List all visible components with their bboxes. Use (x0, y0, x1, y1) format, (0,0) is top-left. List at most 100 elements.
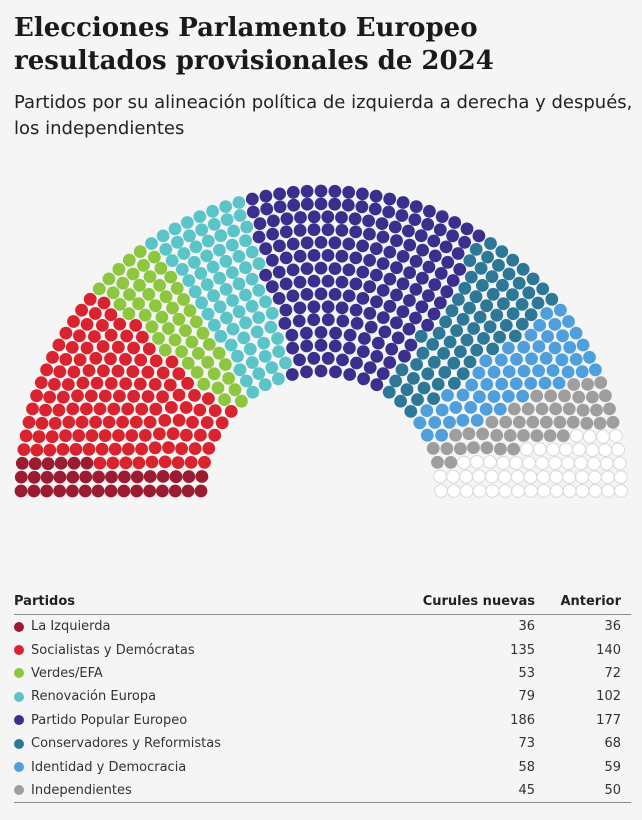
empty-seat (588, 470, 602, 485)
seat-dot (349, 277, 363, 291)
seat-dot (258, 378, 272, 392)
seat-dot (421, 367, 435, 381)
seat-dot (43, 443, 57, 457)
seat-dot (266, 253, 279, 267)
seat-dot (576, 403, 590, 417)
seat-dot (329, 365, 342, 379)
seat-dot (363, 280, 377, 294)
empty-seat (548, 456, 562, 471)
seat-dot (177, 293, 191, 306)
table-row: Identidad y Democracia 58 59 (14, 755, 631, 778)
seat-dot (469, 290, 483, 304)
seat-dot (166, 301, 179, 315)
seat-dot (390, 261, 403, 275)
seat-dot (232, 250, 246, 263)
empty-seat (434, 484, 448, 498)
seat-dot (515, 317, 529, 331)
seat-dot (435, 428, 448, 442)
seat-dot (469, 243, 483, 256)
seat-dot (197, 377, 211, 391)
seat-dot (104, 377, 118, 390)
seat-dot (487, 390, 501, 403)
seat-dot (172, 413, 186, 427)
seat-dot (259, 268, 272, 282)
table-row: La Izquierda 36 36 (14, 615, 631, 638)
seat-dot (273, 200, 287, 214)
seat-dot (184, 456, 198, 469)
seat-dot (494, 442, 507, 456)
seat-dot (34, 376, 48, 389)
seat-dot (453, 263, 467, 276)
previous-seats-value: 68 (604, 736, 621, 752)
seat-dot (193, 403, 207, 417)
seat-dot (328, 288, 342, 301)
seat-dot (181, 376, 195, 390)
seat-dot (321, 249, 335, 262)
seat-dot (97, 364, 110, 378)
seat-dot (391, 331, 405, 345)
seat-dot (376, 284, 390, 297)
seat-dot (502, 365, 516, 378)
seat-dot (189, 240, 203, 254)
seat-dot (473, 310, 487, 324)
seat-dot (39, 403, 52, 417)
seat-dot (434, 267, 448, 280)
seat-dot (556, 329, 569, 343)
seat-dot (117, 484, 131, 498)
seat-dot (390, 234, 403, 248)
seat-dot (59, 353, 73, 366)
empty-seat (549, 470, 564, 484)
results-table: Partidos Curules nuevas Anterior La Izqu… (14, 590, 631, 804)
seat-dot (426, 442, 440, 455)
seat-dot (148, 378, 162, 391)
seat-dot (65, 341, 79, 354)
seat-dot (470, 343, 484, 357)
seat-dot (172, 388, 186, 402)
seat-dot (213, 300, 227, 314)
seat-dot (206, 204, 220, 218)
seat-dot (196, 326, 210, 340)
seat-dot (349, 303, 363, 317)
seat-dot (252, 284, 266, 297)
table-row: Renovación Europa 79 102 (14, 685, 631, 708)
seat-dot (569, 353, 583, 366)
seat-dot (307, 351, 321, 365)
seat-dot (328, 184, 342, 198)
seat-dot (279, 251, 293, 265)
seat-dot (104, 328, 118, 342)
seat-dot (214, 329, 228, 343)
seat-dot (403, 238, 417, 252)
new-seats-column-header: Curules nuevas (422, 594, 535, 609)
empty-seat (457, 455, 471, 470)
seat-dot (53, 484, 66, 498)
seat-dot (208, 404, 222, 417)
seat-dot (508, 329, 522, 343)
empty-seat (485, 484, 500, 498)
empty-seat (612, 456, 627, 471)
seat-dot (522, 286, 536, 300)
seat-dot (213, 271, 227, 285)
seat-dot (499, 415, 513, 429)
empty-seat (562, 484, 577, 498)
seat-dot (181, 484, 195, 498)
seat-dot (188, 389, 201, 402)
seat-dot (162, 322, 175, 335)
seat-dot (314, 326, 328, 339)
seat-dot (164, 270, 178, 284)
seat-dot (356, 187, 369, 201)
previous-seats-column-header: Anterior (560, 594, 621, 609)
seat-dot (67, 365, 81, 379)
seat-dot (428, 416, 442, 429)
seat-dot (156, 484, 169, 498)
seat-dot (188, 442, 202, 455)
seat-dot (153, 279, 167, 292)
seat-dot (181, 356, 195, 370)
seat-dot (506, 307, 520, 321)
seat-dot (383, 192, 397, 206)
seat-dot (264, 320, 278, 334)
empty-seat (596, 429, 610, 444)
seat-dot (30, 389, 43, 403)
seat-dot (495, 245, 509, 258)
seat-dot (133, 377, 147, 391)
seat-dot (67, 456, 81, 470)
